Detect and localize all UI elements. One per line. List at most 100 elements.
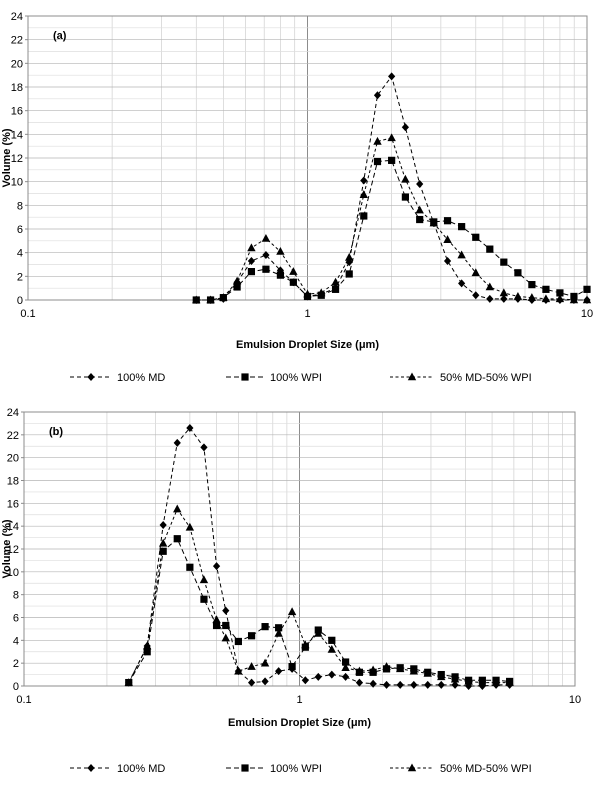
data-point <box>247 662 256 670</box>
panel-label: (b) <box>49 426 63 438</box>
y-tick-label: 10 <box>7 567 19 579</box>
data-point <box>373 136 382 145</box>
data-point <box>247 678 256 687</box>
legend-label: 50% MD-50% WPI <box>440 372 532 384</box>
data-point <box>158 538 168 547</box>
data-point <box>219 293 228 301</box>
data-point <box>341 658 350 666</box>
grid <box>23 411 576 687</box>
data-point <box>458 279 466 288</box>
data-point <box>382 680 391 689</box>
data-point <box>450 674 460 683</box>
x-tick-label: 10 <box>569 694 581 706</box>
y-tick-label: 22 <box>11 35 23 47</box>
data-point <box>360 176 368 185</box>
y-tick-label: 22 <box>7 430 19 442</box>
data-point <box>289 278 297 286</box>
y-axis-label: Volume (%) <box>1 519 13 578</box>
data-point <box>368 665 378 674</box>
data-point <box>247 256 256 265</box>
data-point <box>173 535 181 543</box>
series-triangle <box>124 504 514 686</box>
x-tick-label: 0.1 <box>20 308 35 320</box>
data-point <box>199 575 209 584</box>
data-point <box>451 680 459 689</box>
data-point <box>247 243 256 252</box>
y-tick-label: 8 <box>17 200 23 212</box>
data-point <box>341 672 350 681</box>
data-point <box>355 678 364 687</box>
y-tick-label: 4 <box>13 635 19 647</box>
data-point <box>424 680 432 689</box>
y-tick-label: 8 <box>13 590 19 602</box>
data-point <box>527 293 537 301</box>
data-point <box>401 193 409 201</box>
data-point <box>232 276 242 285</box>
data-point <box>443 217 452 225</box>
y-tick-label: 14 <box>11 129 23 141</box>
legend: 100% MD 100% WPI 50% MD-50% WPI <box>70 763 532 775</box>
y-tick-label: 0 <box>13 681 19 693</box>
data-point <box>185 522 195 531</box>
y-tick-label: 20 <box>11 58 23 70</box>
data-point <box>513 291 523 300</box>
data-point <box>415 205 424 214</box>
data-point <box>124 678 133 686</box>
data-point <box>328 670 336 679</box>
y-tick-label: 24 <box>11 11 23 23</box>
data-point <box>222 606 230 615</box>
y-tick-label: 14 <box>7 521 19 533</box>
data-point <box>275 624 283 632</box>
y-tick-label: 18 <box>11 82 23 94</box>
data-point <box>505 678 514 686</box>
data-point <box>301 676 309 685</box>
data-point <box>345 252 354 261</box>
legend-label: 100% MD <box>117 372 165 384</box>
data-point <box>388 72 396 81</box>
data-point <box>355 666 364 675</box>
data-point <box>541 294 551 303</box>
data-point <box>186 563 194 571</box>
data-point <box>192 295 201 304</box>
x-tick-label: 10 <box>581 308 593 320</box>
legend-label: 100% WPI <box>270 763 322 775</box>
data-point <box>159 547 167 555</box>
data-point <box>345 270 353 278</box>
data-point <box>200 443 208 452</box>
y-tick-label: 12 <box>7 544 19 556</box>
legend-marker <box>241 373 249 381</box>
legend-label: 50% MD-50% WPI <box>440 763 532 775</box>
data-point <box>471 268 480 277</box>
data-point <box>556 289 564 297</box>
x-tick-label: 1 <box>296 694 302 706</box>
data-point <box>331 277 340 286</box>
y-tick-label: 16 <box>7 498 19 510</box>
y-tick-label: 6 <box>17 224 23 236</box>
data-point <box>234 666 243 675</box>
legend-marker <box>87 764 95 772</box>
legend-label: 100% MD <box>117 763 165 775</box>
data-point <box>396 680 404 689</box>
data-point <box>261 233 271 242</box>
panel-label: (a) <box>53 30 67 42</box>
data-point <box>410 680 418 689</box>
y-tick-label: 4 <box>17 248 23 260</box>
y-tick-label: 2 <box>17 271 23 283</box>
data-point <box>276 246 285 255</box>
series-triangle <box>192 133 592 304</box>
data-point <box>423 668 432 677</box>
data-point <box>234 637 242 646</box>
data-point <box>416 180 424 189</box>
data-point <box>173 504 182 513</box>
data-point <box>287 607 297 616</box>
data-point <box>569 295 579 304</box>
data-point <box>186 423 194 432</box>
data-point <box>289 267 298 275</box>
data-point <box>443 256 452 265</box>
y-tick-label: 12 <box>11 153 23 165</box>
data-point <box>360 212 368 220</box>
data-point <box>143 648 151 656</box>
data-point <box>388 156 396 164</box>
